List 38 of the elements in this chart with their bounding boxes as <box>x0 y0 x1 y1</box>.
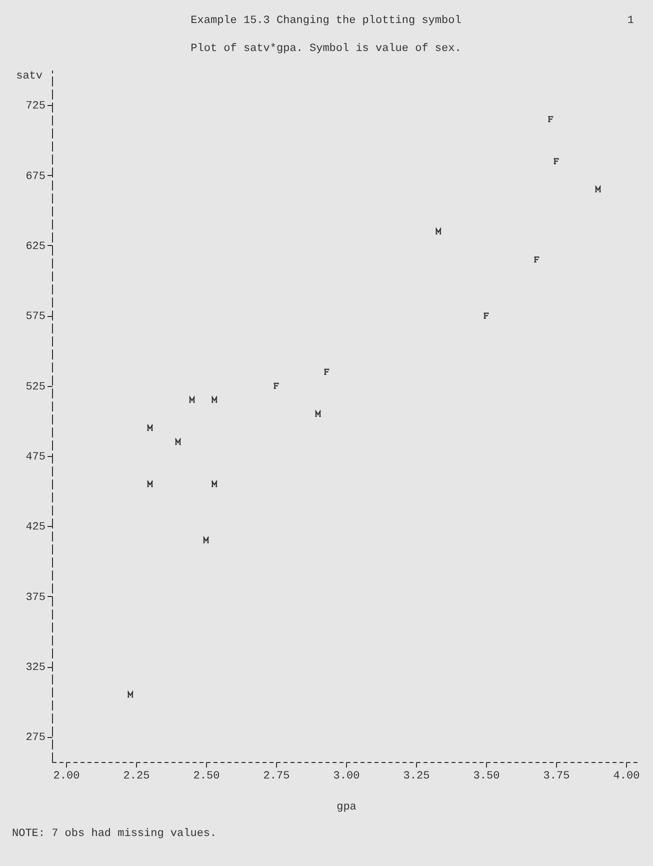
point <box>273 382 279 389</box>
x-tick-label: 2.00 <box>53 770 80 782</box>
y-tick-label: 375 <box>26 592 46 604</box>
y-tick-label: 625 <box>26 240 46 253</box>
y-tick-label: 525 <box>26 381 46 394</box>
point <box>594 186 602 192</box>
y-tick-label: 325 <box>26 662 46 674</box>
y-tick-label: 675 <box>26 170 46 183</box>
point <box>188 396 196 403</box>
point <box>548 116 554 122</box>
text: 1 <box>627 15 634 27</box>
point <box>553 158 559 164</box>
y-tick-label: 725 <box>26 100 46 113</box>
y-tick-label: 275 <box>26 732 46 744</box>
x-tick-label: 4.00 <box>613 770 640 782</box>
x-tick-label: 3.25 <box>403 770 430 782</box>
x-tick-label: 2.25 <box>123 770 150 782</box>
x-tick-label: 3.75 <box>543 770 570 782</box>
point <box>324 368 330 375</box>
x-tick-label: 3.00 <box>333 770 360 782</box>
text: NOTE: 7 obs had missing values. <box>12 828 217 840</box>
chart-subtitle: Plot of satv*gpa. Symbol is value of sex. <box>190 43 462 55</box>
x-tick-label: 2.50 <box>193 770 220 782</box>
x-tick-label: 3.50 <box>473 770 500 782</box>
point <box>211 396 218 403</box>
chart-title: Example 15.3 Changing the plotting symbol <box>190 15 462 27</box>
y-tick-label: 475 <box>26 452 46 464</box>
point <box>146 424 154 431</box>
point <box>435 228 442 234</box>
y-axis-title: satv <box>16 70 43 82</box>
y-tick-label: 575 <box>26 311 46 324</box>
point <box>534 256 540 263</box>
point <box>483 312 489 319</box>
x-tick-label: 2.75 <box>263 770 290 782</box>
point <box>314 410 322 417</box>
x-axis-title: gpa <box>336 802 357 814</box>
point <box>174 438 182 446</box>
y-tick-label: 425 <box>26 522 46 534</box>
